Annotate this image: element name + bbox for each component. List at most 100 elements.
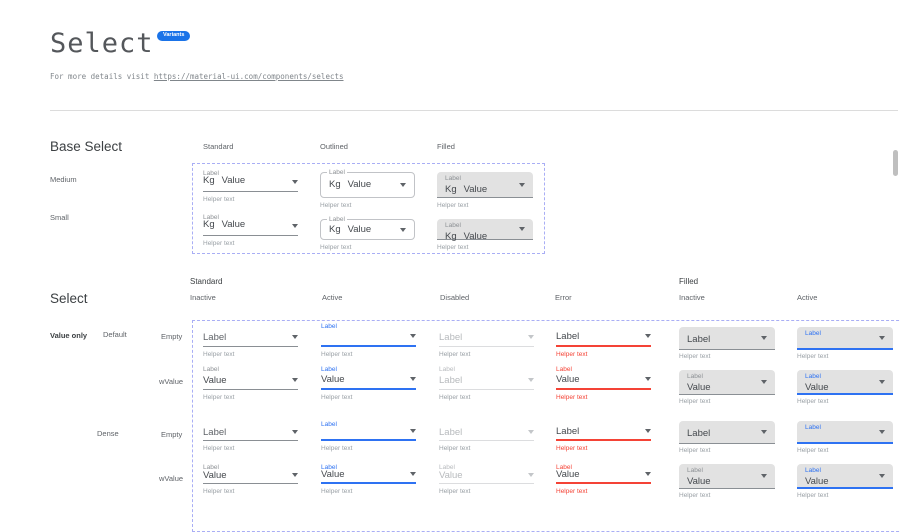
select-input[interactable]: Label [439,427,534,441]
select-label: Label [439,366,455,373]
base-select-filled: Label Kg Value Helper text [437,167,533,209]
select-input[interactable]: Value [556,469,651,484]
select-value: Label [439,427,463,438]
select-value: Value [556,469,580,480]
dropdown-arrow-icon [292,430,298,434]
select-inactive: Label Value Helper text [203,461,298,495]
outlined-select-box[interactable]: Label Kg Value [320,169,415,198]
outlined-select-box[interactable]: Label Kg Value [320,216,415,240]
select-value: Value [347,223,372,235]
filled-select-box[interactable]: Label [679,421,775,444]
scrollbar-thumb[interactable] [893,150,898,176]
filled-select-box[interactable]: Label Kg Value [437,219,533,242]
select-adornment: Kg [445,231,457,242]
select-input[interactable]: Label [439,374,534,390]
filled-select-box[interactable]: Label Value [679,370,775,395]
filled-select-box[interactable]: Label [797,421,893,444]
filled-select-box[interactable]: Label [679,327,775,350]
select-active: Label Value Helper text [321,461,416,495]
select-value: Label [439,375,463,386]
select-input[interactable]: Label [203,331,298,347]
base-select-outlined: Label Kg Value Helper text [320,211,415,251]
select-label: Label [203,170,219,177]
select-input[interactable]: Value [556,374,651,390]
select-input[interactable]: Value [203,471,298,484]
docs-link[interactable]: https://material-ui.com/components/selec… [153,72,344,81]
select-input[interactable]: Value [439,471,534,484]
select-error: Label Helper text [556,320,651,358]
select-input[interactable]: Kg Value [203,220,298,236]
select-input[interactable]: Kg Value [203,176,298,192]
section-heading-select: Select [50,291,88,306]
filled-select-box[interactable]: Label [797,327,893,350]
select-inactive: Label Helper text [203,418,298,452]
helper-text: Helper text [439,351,471,358]
helper-text: Helper text [203,445,235,452]
select-label: Label [321,366,337,373]
select-value-group: Kg Value [203,170,245,188]
select-value: Value [203,375,227,386]
select-error: Label Value Helper text [556,363,651,401]
select-input[interactable]: Value [203,374,298,390]
state-header-active-5: Active [797,293,818,302]
filled-select-box[interactable]: Label Kg Value [437,172,533,198]
helper-text: Helper text [797,353,829,360]
row-label: Empty [161,332,183,341]
variants-badge: Variants [157,31,191,41]
select-finactive: Label Helper text [679,320,775,360]
select-label: Label [805,424,821,431]
select-value: Kg Value [445,231,525,242]
select-value-text: Value [463,231,488,242]
select-label: Label [445,175,461,182]
select-input[interactable]: Label [203,428,298,441]
select-label: Label [439,464,455,471]
select-label [439,322,534,331]
select-input[interactable]: Value [321,374,416,390]
select-input[interactable]: Label [556,331,651,347]
column-header-standard: Standard [203,142,234,151]
select-value: Value [221,175,246,186]
select-value-group: Kg Value [203,214,245,232]
dropdown-arrow-icon [528,335,534,339]
helper-text: Helper text [203,488,235,495]
select-value: Label [687,334,711,345]
select-label: Label [321,464,337,471]
select-label: Label [687,373,703,380]
select-label: Label [445,222,461,229]
helper-text: Helper text [437,202,469,209]
select-active: Label Helper text [321,320,416,358]
dropdown-arrow-icon [400,183,406,187]
select-disabled: Label Helper text [439,320,534,358]
select-input[interactable]: Label [556,427,651,441]
dropdown-arrow-icon [645,472,651,476]
filled-select-box[interactable]: Label Value [679,464,775,489]
select-input[interactable]: Value [321,470,416,484]
helper-text: Helper text [203,240,235,247]
select-disabled: Label Label Helper text [439,363,534,401]
helper-text: Helper text [556,488,588,495]
select-value: Label [439,332,463,343]
dropdown-arrow-icon [528,430,534,434]
dropdown-arrow-icon [410,429,416,433]
select-value: Label [556,331,580,342]
select-value: Value [805,382,829,393]
helper-text: Helper text [321,394,353,401]
helper-text: Helper text [679,353,711,360]
filled-select-box[interactable]: Label Value [797,464,893,489]
dropdown-arrow-icon [519,227,525,231]
select-finactive: Label Helper text [679,418,775,454]
select-adornment: Kg [203,219,215,230]
row-label: wValue [159,377,184,386]
select-finactive: Label Value Helper text [679,363,775,405]
select-input[interactable]: Label [439,331,534,347]
row-label: wValue [159,474,184,483]
select-input[interactable] [321,331,416,347]
state-header-disabled-2: Disabled [440,293,470,302]
filled-select-box[interactable]: Label Value [797,370,893,395]
select-input[interactable] [321,429,416,441]
dropdown-arrow-icon [879,429,885,434]
helper-text: Helper text [679,447,711,454]
select-label: Label [327,169,347,177]
helper-text: Helper text [321,351,353,358]
select-value: Label [687,428,711,439]
